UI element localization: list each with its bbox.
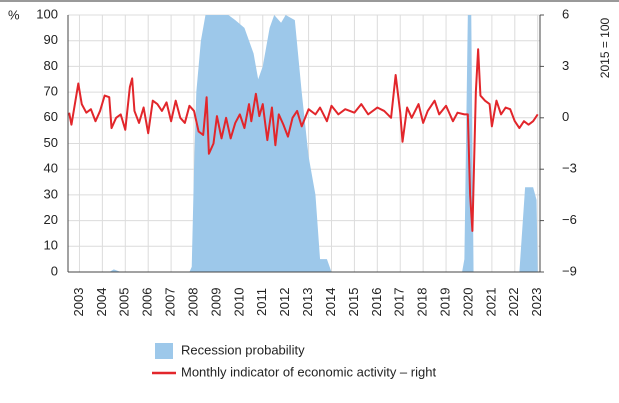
x-tick-label: 2016	[369, 288, 384, 317]
x-tick-label: 2005	[117, 288, 132, 317]
x-tick-label: 2010	[231, 288, 246, 317]
x-tick-label: 2020	[460, 288, 475, 317]
line	[68, 48, 539, 232]
y-tick-label: 60	[44, 109, 58, 124]
x-tick-label: 2011	[254, 288, 269, 316]
x-tick-label: 2003	[71, 288, 86, 317]
y-tick-label: 40	[44, 161, 58, 176]
x-tick-label: 2007	[163, 288, 178, 317]
y-tick-label: 0	[51, 263, 58, 278]
x-tick-label: 2006	[140, 288, 155, 317]
legend-label: Monthly indicator of economic activity –…	[181, 364, 436, 379]
y2-tick-label: 0	[562, 109, 569, 124]
legend-label: Recession probability	[181, 342, 305, 357]
y-tick-label: 100	[36, 6, 58, 21]
x-tick-label: 2021	[483, 288, 498, 317]
x-tick-label: 2013	[300, 288, 315, 317]
x-tick-label: 2023	[529, 288, 544, 317]
x-tick-label: 2017	[392, 288, 407, 317]
x-tick-label: 2018	[415, 288, 430, 317]
y2-tick-label: −9	[562, 263, 577, 278]
y-tick-label: 90	[44, 32, 58, 47]
y-tick-label: 10	[44, 238, 58, 253]
legend-swatch	[155, 343, 173, 359]
y-tick-label: 50	[44, 135, 58, 150]
y2-tick-label: 3	[562, 58, 569, 73]
x-tick-label: 2012	[277, 288, 292, 317]
y-tick-label: 70	[44, 84, 58, 99]
y2-tick-label: −3	[562, 161, 577, 176]
x-tick-label: 2022	[506, 288, 521, 317]
y-axis-label: %	[8, 7, 20, 22]
x-tick-label: 2008	[185, 288, 200, 317]
y-tick-label: 30	[44, 186, 58, 201]
x-tick-label: 2019	[437, 288, 452, 317]
y2-tick-label: −6	[562, 212, 577, 227]
x-tick-label: 2014	[323, 288, 338, 317]
y-tick-label: 80	[44, 58, 58, 73]
area	[69, 15, 538, 272]
x-tick-label: 2009	[208, 288, 223, 317]
x-tick-label: 2015	[346, 288, 361, 317]
x-tick-label: 2004	[94, 288, 109, 317]
y-tick-label: 20	[44, 212, 58, 227]
y2-axis-label: 2015 = 100	[598, 17, 612, 78]
y2-tick-label: 6	[562, 6, 569, 21]
